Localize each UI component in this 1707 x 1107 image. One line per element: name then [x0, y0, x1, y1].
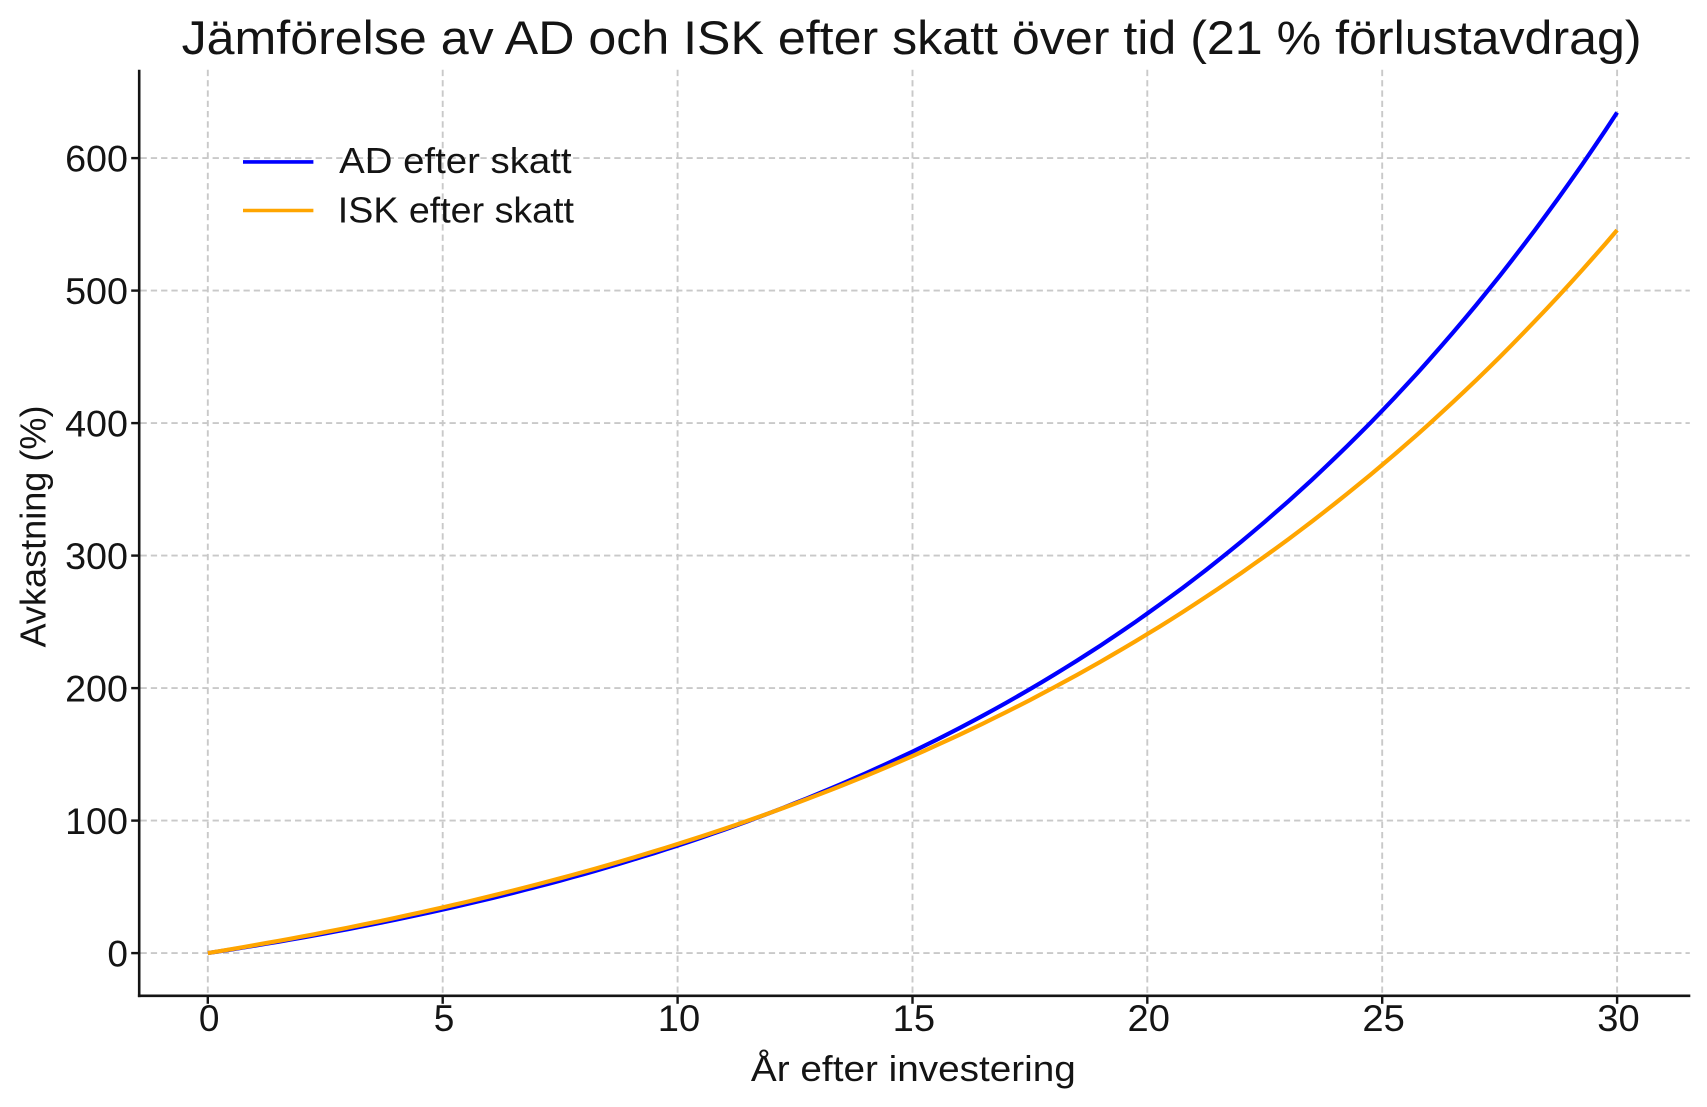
svg-text:0: 0 [199, 998, 220, 1039]
svg-text:30: 30 [1597, 998, 1639, 1039]
svg-text:25: 25 [1362, 998, 1404, 1039]
svg-text:0: 0 [107, 934, 128, 975]
svg-text:AD efter skatt: AD efter skatt [339, 140, 571, 181]
svg-text:ISK efter skatt: ISK efter skatt [338, 190, 574, 231]
svg-text:År efter investering: År efter investering [751, 1048, 1076, 1089]
svg-text:300: 300 [65, 536, 128, 577]
svg-text:Avkastning (%): Avkastning (%) [12, 406, 53, 648]
svg-text:100: 100 [65, 801, 128, 842]
svg-text:200: 200 [65, 669, 128, 710]
svg-text:15: 15 [893, 998, 935, 1039]
svg-text:Jämförelse av AD och ISK efter: Jämförelse av AD och ISK efter skatt öve… [182, 11, 1642, 64]
svg-text:10: 10 [658, 998, 700, 1039]
svg-text:600: 600 [65, 139, 128, 180]
svg-text:20: 20 [1128, 998, 1170, 1039]
svg-text:5: 5 [434, 998, 455, 1039]
svg-text:500: 500 [65, 271, 128, 312]
svg-text:400: 400 [65, 404, 128, 445]
